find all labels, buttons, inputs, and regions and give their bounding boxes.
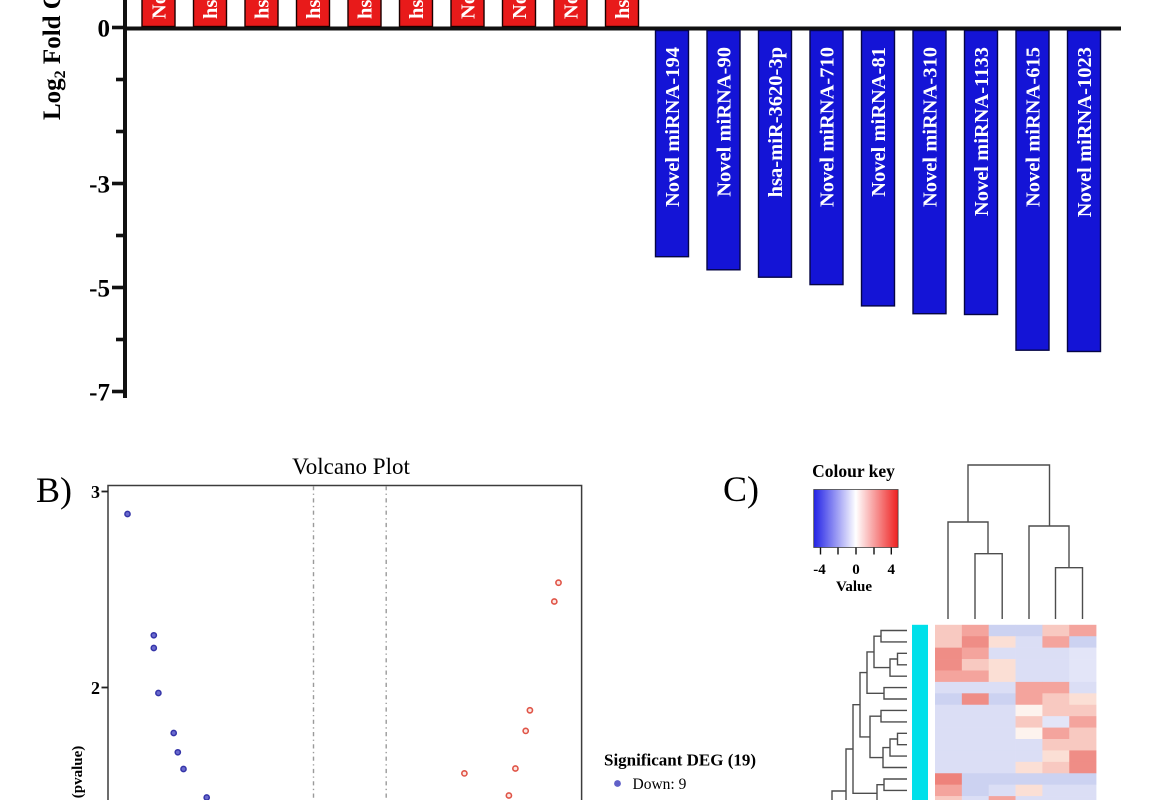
svg-text:hsa-miR-0000: hsa-miR-0000 [303, 0, 325, 19]
svg-text:hsa-miR-3620-3p: hsa-miR-3620-3p [765, 47, 787, 197]
svg-text:Log2 Fold Change: Log2 Fold Change [39, 0, 69, 120]
svg-text:2: 2 [91, 678, 100, 698]
svg-text:Novel miRNA-00: Novel miRNA-00 [458, 0, 480, 19]
svg-text:Novel miRNA-90: Novel miRNA-90 [714, 47, 736, 197]
svg-text:-7: -7 [89, 379, 110, 406]
svg-text:-4: -4 [813, 562, 826, 578]
svg-text:Novel miRNA-81: Novel miRNA-81 [868, 47, 890, 197]
svg-text:hsa-miR-0000: hsa-miR-0000 [406, 0, 428, 19]
svg-text:Novel miRNA-310: Novel miRNA-310 [920, 47, 942, 207]
svg-text:Down: 9: Down: 9 [633, 776, 687, 793]
svg-text:-Log10 (pvalue): -Log10 (pvalue) [70, 746, 88, 800]
svg-text:Novel miRNA-710: Novel miRNA-710 [817, 47, 839, 207]
svg-text:Novel miRNA-00: Novel miRNA-00 [149, 0, 171, 19]
svg-text:Novel miRNA-615: Novel miRNA-615 [1023, 47, 1045, 207]
svg-text:3: 3 [91, 482, 100, 502]
svg-text:Novel miRNA-1133: Novel miRNA-1133 [971, 47, 993, 216]
svg-text:B): B) [36, 470, 72, 510]
svg-text:Novel miRNA-194: Novel miRNA-194 [662, 47, 684, 207]
svg-text:hsa-miR-0000: hsa-miR-0000 [252, 0, 274, 19]
svg-text:0: 0 [98, 15, 111, 42]
svg-text:Significant DEG (19): Significant DEG (19) [604, 751, 756, 770]
svg-text:0: 0 [852, 562, 860, 578]
svg-text:Novel miRNA-00: Novel miRNA-00 [509, 0, 531, 19]
svg-text:C): C) [723, 469, 759, 509]
svg-text:-3: -3 [89, 171, 110, 198]
svg-text:Novel miRNA-1023: Novel miRNA-1023 [1074, 47, 1096, 217]
svg-text:Volcano Plot: Volcano Plot [292, 454, 410, 479]
svg-text:hsa-miR-0000: hsa-miR-0000 [200, 0, 222, 19]
svg-text:-5: -5 [89, 275, 110, 302]
svg-text:Novel miRNA-00: Novel miRNA-00 [561, 0, 583, 19]
svg-text:Colour key: Colour key [812, 461, 895, 481]
svg-text:4: 4 [888, 562, 896, 578]
svg-text:hsa-miR-0000: hsa-miR-0000 [612, 0, 634, 19]
svg-text:hsa-miR-0000: hsa-miR-0000 [355, 0, 377, 19]
svg-text:Value: Value [836, 579, 872, 595]
